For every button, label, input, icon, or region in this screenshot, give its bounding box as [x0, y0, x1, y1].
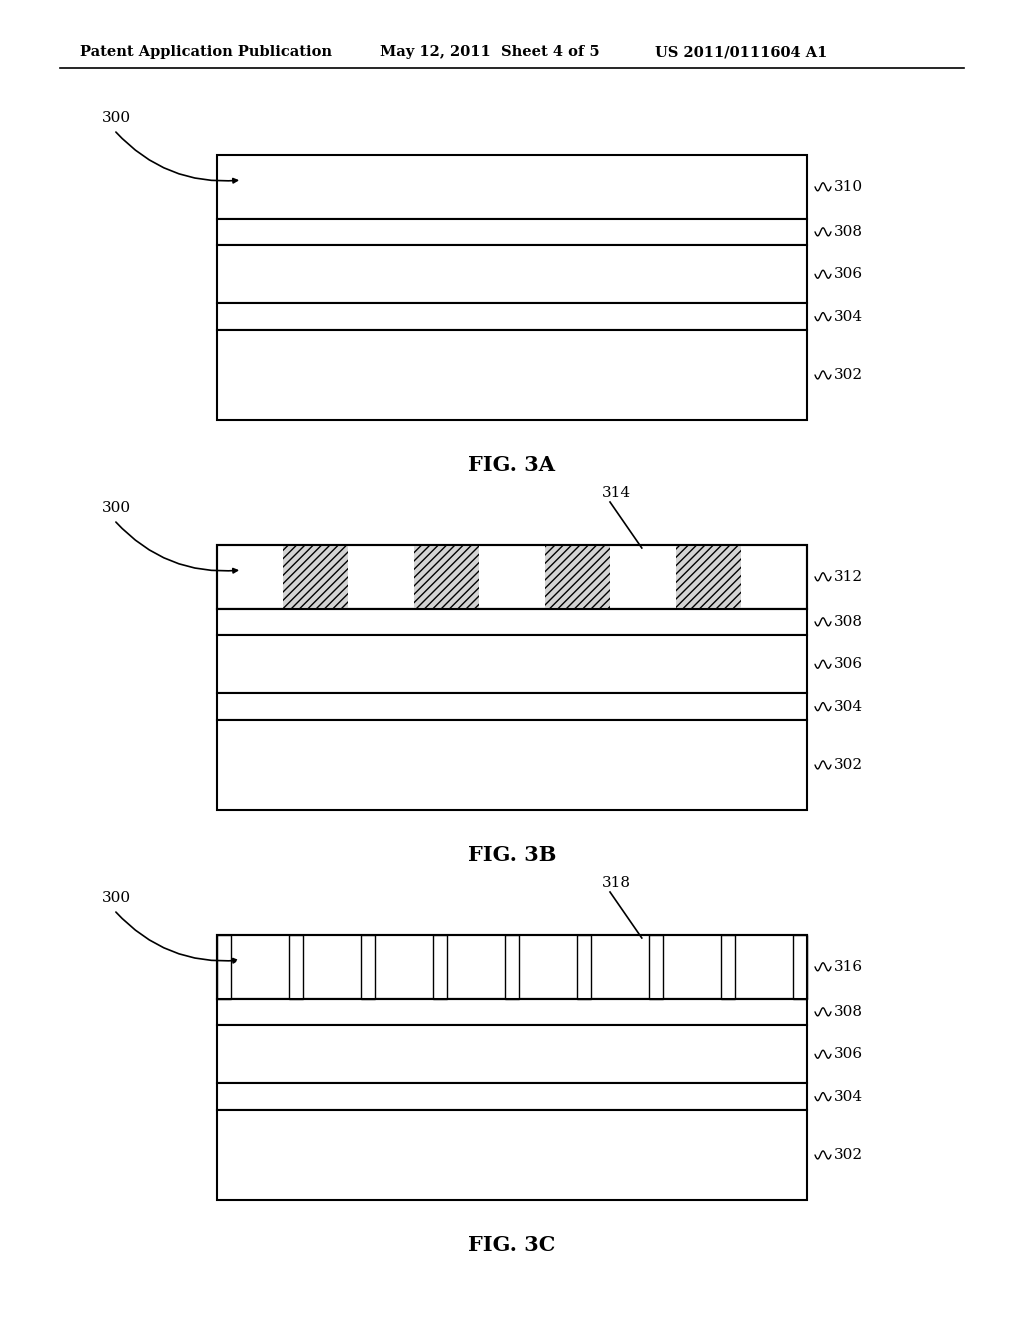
- Circle shape: [596, 945, 644, 994]
- Bar: [577, 935, 591, 999]
- Text: 314: 314: [602, 486, 631, 500]
- Circle shape: [668, 945, 717, 994]
- Text: US 2011/0111604 A1: US 2011/0111604 A1: [655, 45, 827, 59]
- Bar: [217, 935, 807, 999]
- Text: 316: 316: [834, 960, 863, 974]
- Text: Patent Application Publication: Patent Application Publication: [80, 45, 332, 59]
- Bar: [414, 545, 479, 609]
- Circle shape: [739, 945, 788, 994]
- Text: 318: 318: [602, 876, 631, 890]
- Bar: [217, 935, 807, 999]
- Bar: [217, 635, 807, 693]
- Text: 308: 308: [834, 1005, 863, 1019]
- Text: 302: 302: [834, 758, 863, 772]
- Bar: [676, 545, 741, 609]
- Text: 304: 304: [834, 700, 863, 714]
- Text: FIG. 3B: FIG. 3B: [468, 845, 556, 865]
- Text: 302: 302: [834, 1148, 863, 1162]
- Bar: [217, 609, 807, 635]
- Bar: [217, 719, 807, 810]
- Circle shape: [236, 945, 285, 994]
- Bar: [217, 1026, 807, 1084]
- Text: FIG. 3A: FIG. 3A: [469, 455, 555, 475]
- Bar: [793, 935, 807, 999]
- Bar: [283, 545, 348, 609]
- Bar: [217, 304, 807, 330]
- Bar: [505, 935, 519, 999]
- Text: 304: 304: [834, 1089, 863, 1104]
- Text: 300: 300: [102, 502, 131, 515]
- Text: 306: 306: [834, 267, 863, 281]
- Bar: [649, 935, 663, 999]
- Bar: [217, 545, 807, 609]
- Bar: [217, 246, 807, 304]
- Bar: [217, 1110, 807, 1200]
- Bar: [721, 935, 735, 999]
- Circle shape: [452, 945, 501, 994]
- Circle shape: [523, 945, 572, 994]
- Text: 300: 300: [102, 891, 131, 906]
- Text: 308: 308: [834, 224, 863, 239]
- Bar: [289, 935, 303, 999]
- Text: 304: 304: [834, 310, 863, 323]
- Bar: [217, 154, 807, 219]
- Bar: [217, 330, 807, 420]
- Bar: [217, 545, 807, 609]
- Bar: [361, 935, 375, 999]
- Text: 300: 300: [102, 111, 131, 125]
- Circle shape: [380, 945, 428, 994]
- Text: 302: 302: [834, 368, 863, 381]
- Text: 306: 306: [834, 1047, 863, 1061]
- Bar: [217, 1084, 807, 1110]
- Bar: [217, 935, 231, 999]
- Bar: [433, 935, 447, 999]
- Text: 306: 306: [834, 657, 863, 672]
- Circle shape: [307, 945, 356, 994]
- Text: 310: 310: [834, 180, 863, 194]
- Text: FIG. 3C: FIG. 3C: [468, 1236, 556, 1255]
- Text: 312: 312: [834, 570, 863, 583]
- Bar: [217, 999, 807, 1026]
- Bar: [217, 219, 807, 246]
- Bar: [545, 545, 610, 609]
- Bar: [217, 693, 807, 719]
- Text: 308: 308: [834, 615, 863, 628]
- Text: May 12, 2011  Sheet 4 of 5: May 12, 2011 Sheet 4 of 5: [380, 45, 600, 59]
